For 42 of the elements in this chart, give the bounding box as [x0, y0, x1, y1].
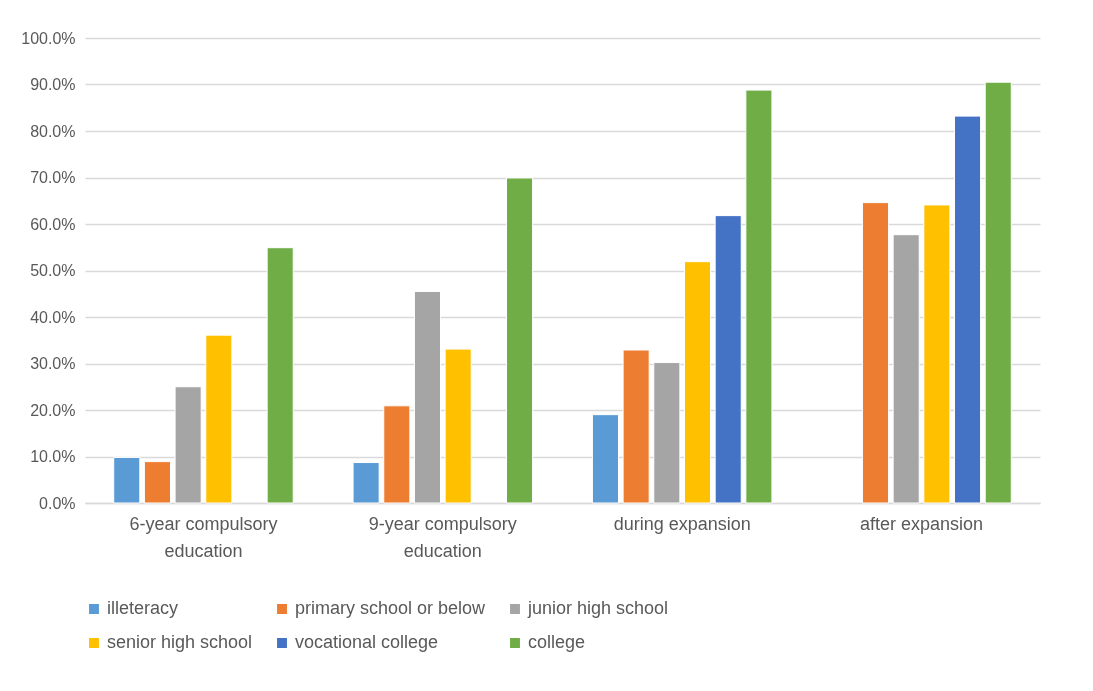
- bar: [205, 334, 233, 504]
- y-tick-label: 50.0%: [30, 262, 76, 279]
- bar: [506, 177, 534, 504]
- legend-label: junior high school: [527, 598, 669, 618]
- bar: [653, 362, 681, 504]
- legend-label: illeteracy: [107, 598, 179, 618]
- bar: [745, 89, 773, 504]
- y-tick-label: 40.0%: [30, 308, 76, 326]
- y-tick-label: 100.0%: [21, 29, 76, 47]
- bar: [143, 461, 171, 504]
- bar: [444, 348, 472, 504]
- bar: [591, 414, 619, 504]
- y-tick-label: 30.0%: [30, 355, 76, 372]
- bar: [622, 349, 650, 504]
- y-tick-label: 80.0%: [30, 122, 76, 140]
- bar: [923, 204, 951, 504]
- bar: [113, 456, 141, 504]
- bar: [861, 202, 890, 504]
- y-tick-label: 0.0%: [39, 494, 76, 512]
- bar: [383, 405, 411, 504]
- y-tick-label: 90.0%: [30, 76, 76, 93]
- y-tick-label: 60.0%: [30, 215, 76, 233]
- bar: [683, 261, 712, 504]
- bar: [714, 215, 742, 504]
- bar: [954, 115, 982, 504]
- legend-label: vocational college: [295, 632, 439, 652]
- bar: [413, 290, 442, 504]
- bar: [174, 386, 202, 504]
- x-tick-label: 6-year compulsory education: [129, 513, 278, 561]
- y-tick-label: 20.0%: [30, 401, 76, 419]
- legend-label: primary school or below: [295, 598, 487, 618]
- y-tick-label: 10.0%: [30, 448, 76, 465]
- legend-label: senior high school: [107, 632, 253, 652]
- bar: [892, 234, 920, 504]
- bar: [984, 81, 1012, 504]
- legend-label: college: [528, 632, 586, 652]
- bar: [266, 247, 294, 504]
- x-tick-label: during expansion: [613, 513, 751, 534]
- x-tick-label: 9-year compulsory education: [368, 513, 517, 561]
- x-tick-label: after expansion: [859, 513, 984, 534]
- y-tick-label: 70.0%: [30, 169, 76, 186]
- bar: [352, 462, 380, 504]
